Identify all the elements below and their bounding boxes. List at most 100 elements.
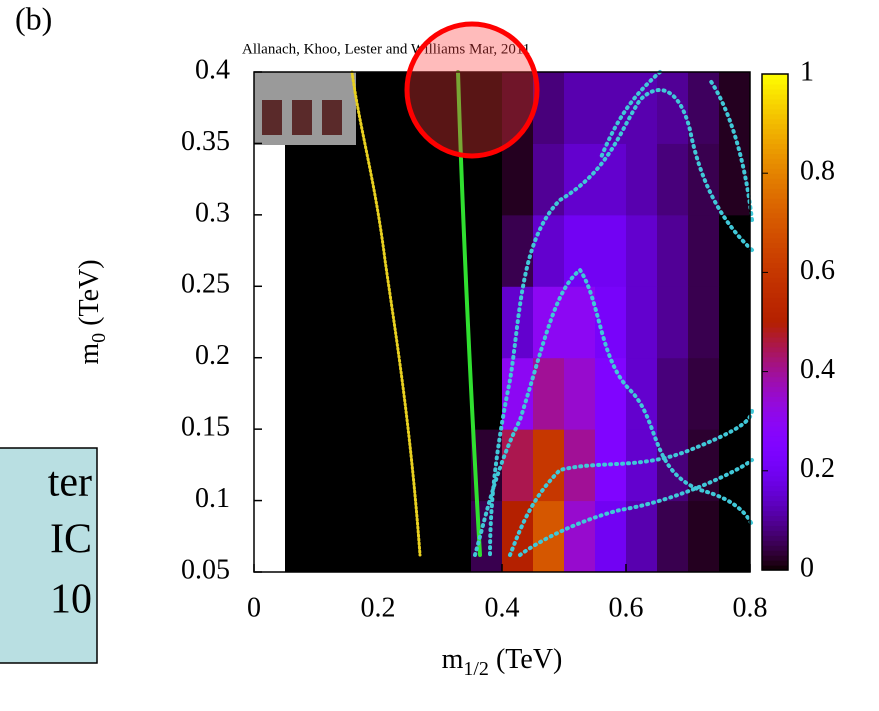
colorbar-swatch <box>762 317 788 323</box>
colorbar-swatch <box>762 123 788 130</box>
heat-cell <box>316 500 348 573</box>
heat-cell <box>285 286 317 359</box>
colorbar-swatch <box>762 173 788 179</box>
colorbar-swatch <box>762 153 788 159</box>
colorbar-swatch <box>762 515 788 521</box>
heat-cell <box>347 286 379 359</box>
colorbar-swatch <box>762 530 788 536</box>
colorbar-swatch <box>762 495 788 502</box>
colorbar-swatch <box>762 292 788 298</box>
colorbar-swatch <box>762 108 788 115</box>
heat-cell <box>688 214 720 287</box>
colorbar-swatch <box>762 455 788 462</box>
colorbar-swatch <box>762 262 788 269</box>
colorbar-swatch <box>762 113 788 120</box>
y-tick-label: 0.4 <box>195 54 230 85</box>
colorbar-swatch <box>762 406 788 412</box>
heat-cell <box>347 214 379 287</box>
colorbar-swatch <box>762 545 788 551</box>
heat-cell <box>347 357 379 430</box>
colorbar-swatch <box>762 500 788 507</box>
colorbar-swatch <box>762 207 788 214</box>
colorbar-swatch <box>762 133 788 140</box>
heat-cell <box>657 500 689 573</box>
heat-cell <box>564 500 596 573</box>
heat-cell <box>626 286 658 359</box>
colorbar-swatch <box>762 381 788 388</box>
highlight-circle <box>404 21 540 159</box>
colorbar-swatch <box>762 540 788 546</box>
x-tick-label: 0.4 <box>485 592 520 623</box>
heat-cell <box>471 286 503 359</box>
heat-cell <box>409 214 441 287</box>
colorbar-swatch <box>762 163 788 169</box>
heat-cell <box>688 72 720 144</box>
heat-cell <box>285 357 317 430</box>
colorbar-swatch <box>762 366 788 373</box>
colorbar-swatch <box>762 193 788 199</box>
colorbar-swatch <box>762 128 788 135</box>
colorbar-swatch <box>762 326 788 333</box>
colorbar-swatch <box>762 535 788 541</box>
heat-cell <box>285 429 317 502</box>
colorbar-swatch <box>762 520 788 526</box>
colorbar-swatch <box>762 312 788 318</box>
colorbar-tick-label: 1 <box>800 56 814 87</box>
colorbar-swatch <box>762 505 788 512</box>
contours <box>350 70 754 557</box>
colorbar-swatch <box>762 257 788 264</box>
colorbar-swatch <box>762 74 788 80</box>
heat-cell <box>347 429 379 502</box>
colorbar-swatch <box>762 267 788 273</box>
heat-cell <box>471 214 503 287</box>
heat-cell <box>564 72 596 144</box>
heat-cell <box>688 286 720 359</box>
colorbar-tick-label: 0.6 <box>800 255 835 286</box>
heat-cell <box>409 286 441 359</box>
colorbar-swatch <box>762 341 788 348</box>
colorbar-swatch <box>762 322 788 328</box>
colorbar-swatch <box>762 83 788 90</box>
colorbar-tick-label: 0.4 <box>800 354 835 385</box>
colorbar-swatch <box>762 411 788 417</box>
colorbar-swatch <box>762 272 788 278</box>
colorbar-swatch <box>762 331 788 338</box>
side-note-box <box>0 447 98 664</box>
colorbar-swatch <box>762 391 788 397</box>
y-tick-label: 0.25 <box>181 269 230 300</box>
colorbar-swatch <box>762 351 788 358</box>
heat-cell <box>719 286 751 359</box>
heat-cell <box>657 429 689 502</box>
annotation: Allanach, Khoo, Lester and Williams Mar,… <box>242 41 530 57</box>
inset-icon <box>292 100 312 135</box>
yellow-contour <box>350 70 422 557</box>
heat-cell <box>378 143 410 216</box>
colorbar <box>762 74 788 571</box>
x-axis-title: m1/2 (TeV) <box>442 644 563 679</box>
inset-icon <box>322 100 342 135</box>
colorbar-swatch <box>762 401 788 407</box>
colorbar-swatch <box>762 252 788 259</box>
colorbar-swatch <box>762 565 788 571</box>
x-tick-label: 0.2 <box>361 592 396 623</box>
heat-cell <box>595 357 627 430</box>
colorbar-swatch <box>762 426 788 432</box>
colorbar-swatch <box>762 436 788 442</box>
x-axis-title-base: m <box>442 644 464 675</box>
colorbar-swatch <box>762 168 788 174</box>
panel-label: (b) <box>15 0 52 36</box>
heat-cell <box>564 214 596 287</box>
colorbar-swatch <box>762 441 788 447</box>
heat-cell <box>378 429 410 502</box>
colorbar-swatch <box>762 287 788 293</box>
heat-cell <box>471 72 503 144</box>
heat-cell <box>409 500 441 573</box>
colorbar-swatch <box>762 470 788 477</box>
colorbar-swatch <box>762 148 788 154</box>
colorbar-swatch <box>762 510 788 517</box>
colorbar-swatch <box>762 158 788 164</box>
side-note: 10 <box>50 577 92 623</box>
colorbar-swatch <box>762 222 788 229</box>
colorbar-swatch <box>762 103 788 110</box>
